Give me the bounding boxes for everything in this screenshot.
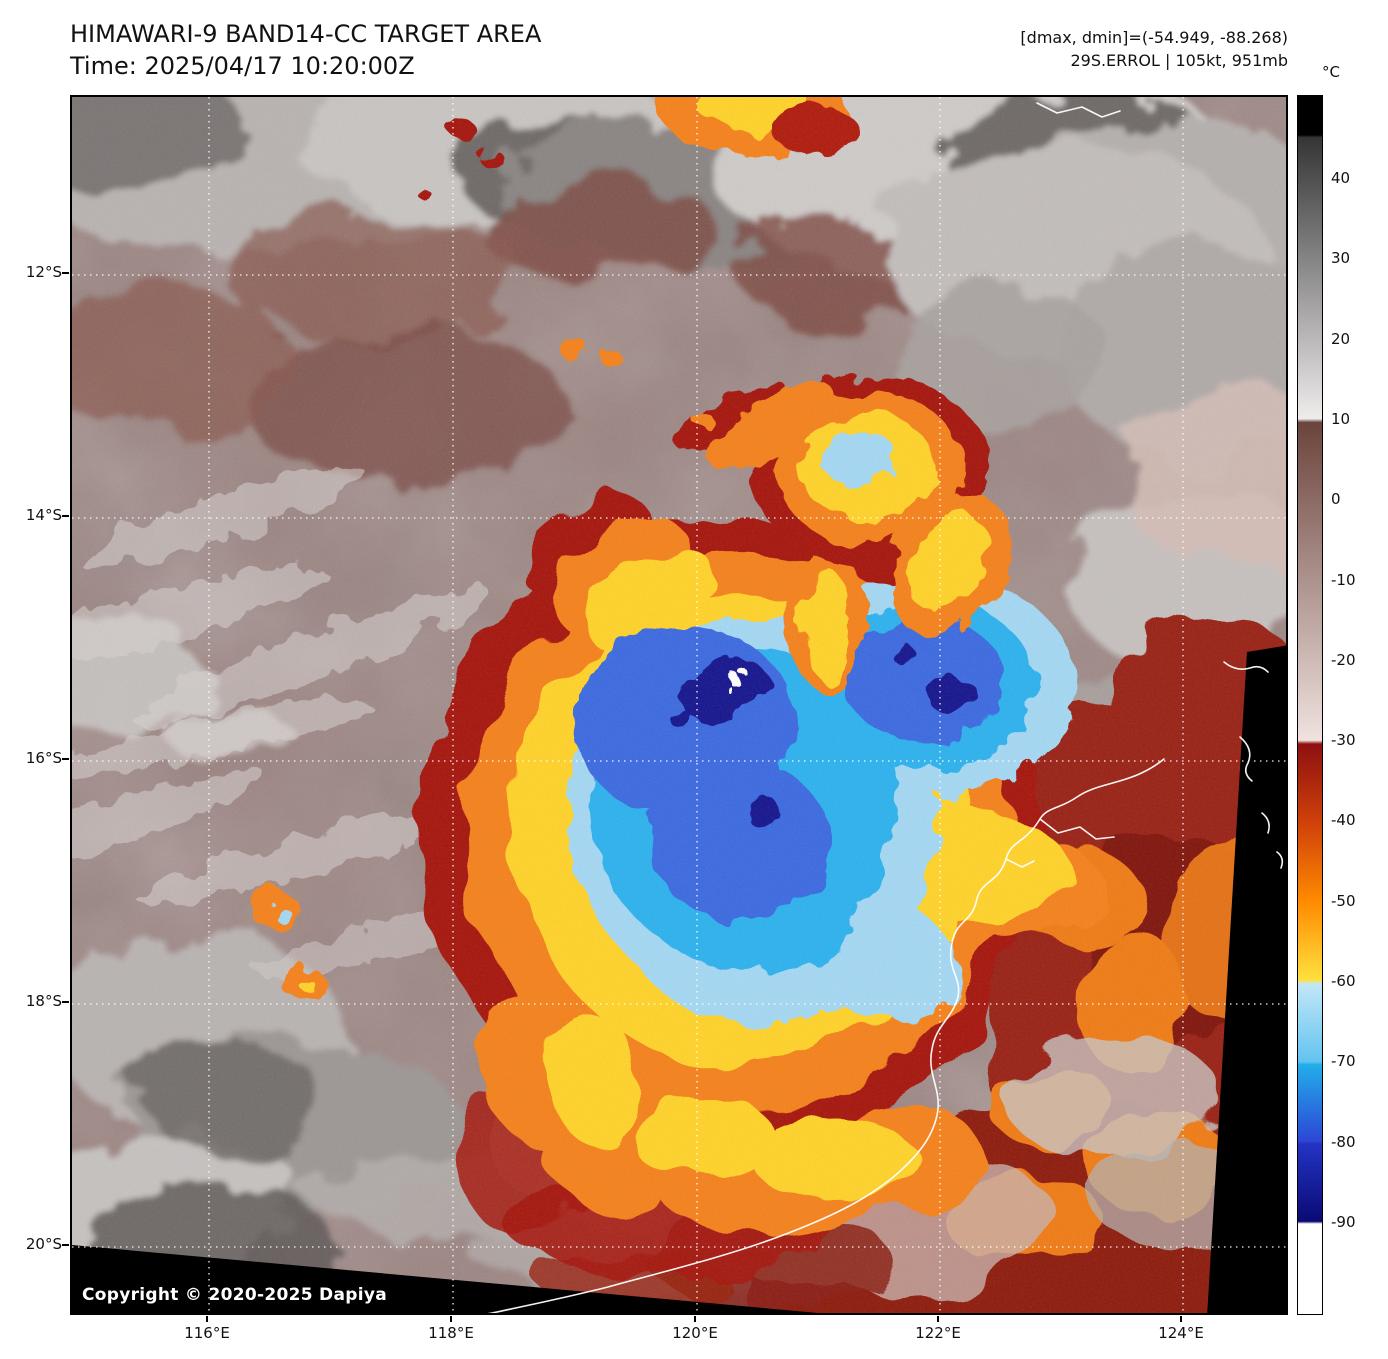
x-axis-label: 118°E <box>428 1324 474 1342</box>
x-axis-label: 122°E <box>915 1324 961 1342</box>
y-axis-label: 18°S <box>25 992 62 1010</box>
axis-tick <box>206 1316 208 1322</box>
header-left: HIMAWARI-9 BAND14-CC TARGET AREA Time: 2… <box>70 18 541 82</box>
axis-tick <box>1180 1316 1182 1322</box>
axis-tick <box>694 1316 696 1322</box>
axis-tick <box>937 1316 939 1322</box>
x-axis-label: 124°E <box>1158 1324 1204 1342</box>
coastline <box>487 102 1284 1313</box>
axis-tick <box>62 1244 69 1246</box>
header-right: [dmax, dmin]=(-54.949, -88.268) 29S.ERRO… <box>1020 26 1288 72</box>
colorbar-tick-label: -20 <box>1331 651 1356 669</box>
axis-tick <box>62 515 69 517</box>
colorbar-tick-label: -10 <box>1331 571 1356 589</box>
y-axis-label: 16°S <box>25 749 62 767</box>
colorbar-tick-label: -50 <box>1331 892 1356 910</box>
x-axis-label: 116°E <box>184 1324 230 1342</box>
sensor-grain <box>72 97 1286 1313</box>
colorbar-tick-label: 20 <box>1331 330 1351 348</box>
product-title: HIMAWARI-9 BAND14-CC TARGET AREA <box>70 20 542 48</box>
colorbar-tick-label: -70 <box>1331 1052 1356 1070</box>
colorbar-tick-label: -30 <box>1331 731 1356 749</box>
colorbar-tick-label: -90 <box>1331 1213 1356 1231</box>
x-axis-label: 120°E <box>672 1324 718 1342</box>
colorbar-tick-label: -40 <box>1331 811 1356 829</box>
axis-tick <box>450 1316 452 1322</box>
axis-tick <box>62 1001 69 1003</box>
colorbar-tick-label: 40 <box>1331 169 1351 187</box>
no-data-region <box>72 645 1286 1313</box>
colorbar-unit-label: °C <box>1322 63 1340 81</box>
y-axis-label: 14°S <box>25 506 62 524</box>
product-time: Time: 2025/04/17 10:20:00Z <box>70 52 415 80</box>
y-axis-label: 20°S <box>25 1235 62 1253</box>
y-axis-label: 12°S <box>25 263 62 281</box>
copyright-text: Copyright © 2020-2025 Dapiya <box>82 1285 387 1305</box>
colorbar-tick-label: -60 <box>1331 972 1356 990</box>
colorbar-tick-label: 0 <box>1331 490 1341 508</box>
storm-info: 29S.ERROL | 105kt, 951mb <box>1070 51 1288 70</box>
colorbar-tick-label: -80 <box>1331 1133 1356 1151</box>
colorbar-tick-label: 30 <box>1331 249 1351 267</box>
colorbar-tick-label: 10 <box>1331 410 1351 428</box>
dmax-dmin-readout: [dmax, dmin]=(-54.949, -88.268) <box>1020 28 1288 47</box>
axis-tick <box>62 758 69 760</box>
axis-tick <box>62 272 69 274</box>
satellite-image <box>72 97 1286 1313</box>
satellite-map: Copyright © 2020-2025 Dapiya <box>70 95 1288 1315</box>
graticule <box>72 97 1286 1313</box>
temperature-colorbar <box>1297 95 1323 1315</box>
